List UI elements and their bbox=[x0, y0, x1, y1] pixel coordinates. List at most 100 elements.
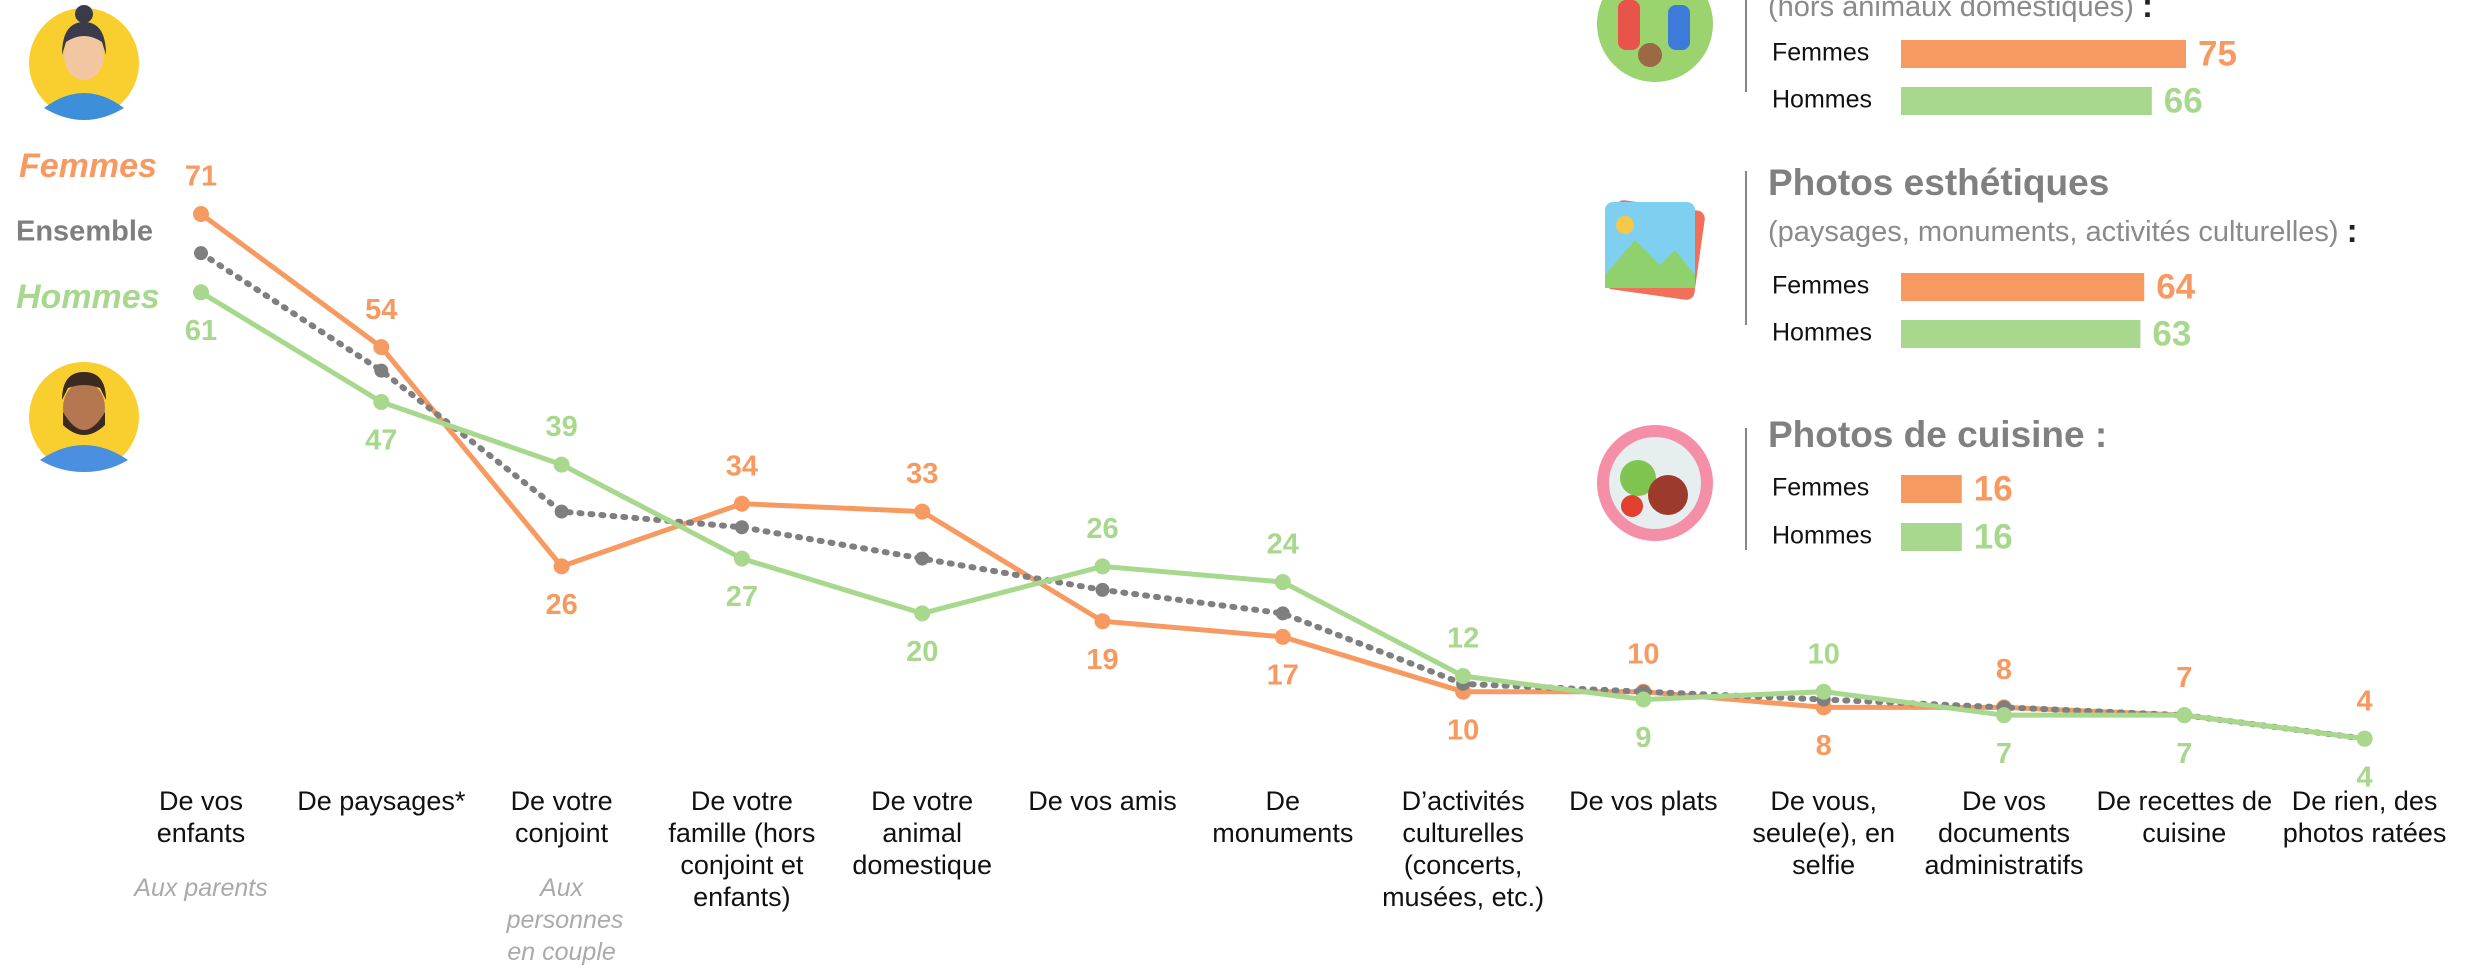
value-label: 54 bbox=[365, 294, 397, 326]
subtitle-end: : bbox=[2142, 0, 2153, 24]
panel-title: Photos esthétiques bbox=[1768, 162, 2109, 203]
value-label: 10 bbox=[1447, 714, 1479, 746]
x-tick-label: De vos amis bbox=[1028, 786, 1177, 816]
point bbox=[2356, 730, 2373, 747]
value-label: 27 bbox=[726, 581, 758, 613]
value-label: 4 bbox=[2357, 761, 2373, 793]
bar-label: Femmes bbox=[1772, 39, 1869, 67]
point bbox=[1455, 668, 1472, 685]
category-note: Aux parents bbox=[134, 874, 268, 902]
point bbox=[554, 504, 569, 519]
x-tick-label: De vos plats bbox=[1569, 786, 1718, 816]
point bbox=[194, 246, 208, 261]
point bbox=[1095, 582, 1110, 597]
bar bbox=[1901, 475, 1962, 503]
value-label: 7 bbox=[2176, 738, 2192, 770]
bar bbox=[1901, 40, 2186, 68]
value-label: 26 bbox=[1086, 513, 1118, 545]
point bbox=[2176, 707, 2193, 724]
family-icon bbox=[1597, 0, 1713, 82]
bar-value: 16 bbox=[1974, 469, 2013, 508]
legend-label: Ensemble bbox=[16, 216, 153, 248]
value-label: 71 bbox=[185, 161, 217, 193]
point bbox=[374, 363, 389, 378]
x-tick-label: De paysages* bbox=[297, 786, 466, 816]
bar-value: 75 bbox=[2198, 34, 2237, 73]
value-label: 47 bbox=[365, 425, 397, 457]
value-label: 4 bbox=[2357, 685, 2373, 717]
x-tick-label: D’activités culturelles (concerts, musée… bbox=[1382, 786, 1545, 912]
category-note: Aux personnes en couple bbox=[506, 874, 624, 966]
panel-subtitle: (paysages, monuments, activités culturel… bbox=[1768, 212, 2358, 249]
point bbox=[1275, 606, 1290, 621]
bar bbox=[1901, 273, 2145, 301]
bar-label: Hommes bbox=[1772, 522, 1872, 550]
point bbox=[1274, 628, 1291, 645]
subtitle-end: : bbox=[2347, 212, 2358, 249]
woman-avatar bbox=[29, 5, 139, 120]
point bbox=[373, 339, 390, 356]
x-tick-label: De votre famille (hors conjoint et enfan… bbox=[668, 786, 816, 912]
panel-title: Photos de cuisine : bbox=[1768, 414, 2107, 455]
bar-value: 64 bbox=[2156, 267, 2195, 306]
bar-label: Femmes bbox=[1772, 474, 1869, 502]
value-label: 10 bbox=[1627, 638, 1659, 670]
x-tick-label: De votre conjoint bbox=[510, 786, 613, 848]
value-label: 19 bbox=[1086, 644, 1118, 676]
man-avatar bbox=[29, 362, 139, 472]
x-tick-label: De rien, des photos ratées bbox=[2282, 786, 2447, 848]
photo-icon bbox=[1605, 200, 1705, 300]
food-icon bbox=[1597, 425, 1713, 541]
bar-label: Femmes bbox=[1772, 272, 1869, 300]
value-label: 26 bbox=[545, 589, 577, 621]
point bbox=[193, 284, 209, 301]
subtitle-text: (hors animaux domestiques) bbox=[1768, 0, 2134, 23]
point bbox=[1635, 691, 1652, 708]
point bbox=[193, 206, 209, 222]
point bbox=[734, 520, 749, 535]
point bbox=[733, 495, 750, 512]
point bbox=[914, 605, 931, 622]
bar-value: 16 bbox=[1974, 517, 2013, 556]
point bbox=[1815, 683, 1832, 700]
value-label: 39 bbox=[545, 411, 577, 443]
point bbox=[553, 558, 570, 575]
value-label: 9 bbox=[1635, 722, 1651, 754]
value-label: 8 bbox=[1996, 654, 2012, 686]
panel-subtitle: (hors animaux domestiques) : bbox=[1768, 0, 2153, 24]
bar bbox=[1901, 320, 2141, 348]
value-label: 17 bbox=[1267, 660, 1299, 692]
bar-value: 63 bbox=[2152, 314, 2191, 353]
value-label: 7 bbox=[1996, 738, 2012, 770]
point bbox=[373, 393, 390, 410]
subtitle-text: (paysages, monuments, activités culturel… bbox=[1768, 216, 2339, 248]
point bbox=[553, 456, 570, 473]
value-label: 7 bbox=[2176, 662, 2192, 694]
value-label: 12 bbox=[1447, 623, 1479, 655]
x-tick-label: De vos enfants bbox=[156, 786, 246, 848]
x-tick-label: De recettes de cuisine bbox=[2096, 786, 2273, 848]
value-label: 20 bbox=[906, 636, 938, 668]
bar-label: Hommes bbox=[1772, 86, 1872, 114]
x-tick-label: De monuments bbox=[1212, 786, 1354, 848]
value-label: 33 bbox=[906, 458, 938, 490]
value-label: 34 bbox=[726, 450, 758, 482]
x-tick-label: De votre animal domestique bbox=[852, 786, 992, 880]
point bbox=[733, 550, 750, 567]
x-tick-label: De vous, seule(e), en selfie bbox=[1752, 786, 1895, 880]
legend-label: Femmes bbox=[19, 147, 157, 185]
point bbox=[915, 551, 930, 566]
value-label: 24 bbox=[1267, 529, 1299, 561]
point bbox=[1094, 613, 1111, 630]
bar-label: Hommes bbox=[1772, 319, 1872, 347]
legend-label: Hommes bbox=[16, 278, 160, 316]
value-label: 10 bbox=[1808, 638, 1840, 670]
value-label: 8 bbox=[1816, 730, 1832, 762]
point bbox=[1094, 558, 1111, 575]
x-tick-label: De vos documents administratifs bbox=[1924, 786, 2084, 880]
value-label: 61 bbox=[185, 315, 217, 347]
bar-value: 66 bbox=[2164, 81, 2203, 120]
bar bbox=[1901, 523, 1962, 551]
